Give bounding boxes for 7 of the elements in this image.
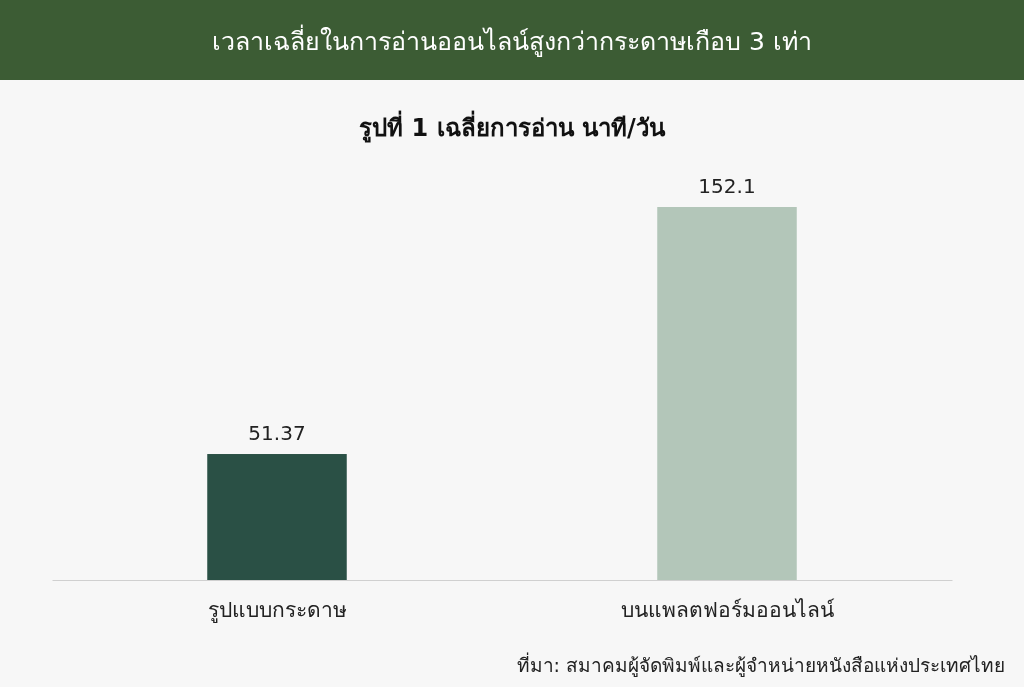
x-tick-label: บนแพลตฟอร์มออนไลน์ bbox=[620, 597, 835, 622]
chart-subtitle: รูปที่ 1 เฉลี่ยการอ่าน นาที/วัน bbox=[359, 110, 666, 143]
data-label: 51.37 bbox=[248, 421, 306, 446]
x-tick-label: รูปแบบกระดาษ bbox=[207, 597, 347, 623]
chart-title: เวลาเฉลี่ยในการอ่านออนไลน์สูงกว่ากระดาษเกือบ 3 เท่า bbox=[212, 24, 812, 57]
data-label: 152.1 bbox=[698, 174, 756, 198]
text: ที่มา: สมาคมผู้จัดพิมพ์และผู้จำหน่ายหนังสือแห่งประเทศไทย bbox=[516, 652, 1005, 677]
